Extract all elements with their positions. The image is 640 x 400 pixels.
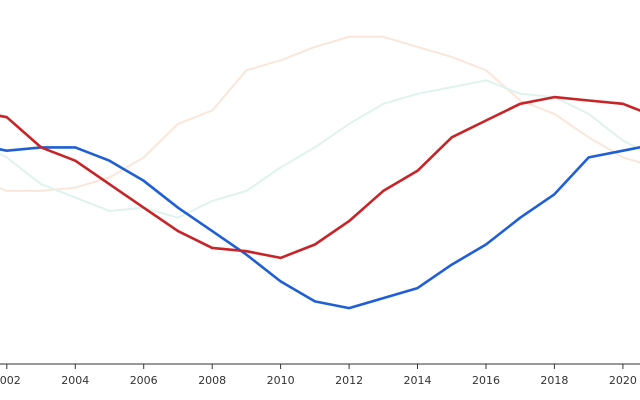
x-tick-label-2018: 2018: [540, 374, 568, 387]
series-line-4: [0, 95, 640, 260]
x-tick-label-2004: 2004: [61, 374, 89, 387]
series-line-1: [0, 35, 640, 192]
series-layer: [0, 35, 640, 310]
series-line-3: [0, 146, 640, 310]
x-tick-label-2014: 2014: [404, 374, 432, 387]
x-tick-label-2012: 2012: [335, 374, 363, 387]
series-line-2: [0, 79, 640, 219]
x-tick-label-2010: 2010: [267, 374, 295, 387]
x-tick-label-2016: 2016: [472, 374, 500, 387]
x-tick-label-2002: 2002: [0, 374, 21, 387]
x-axis-ticks: 2002 2004 2006 2008 2010 2012 2014 2016 2018 2020: [0, 364, 637, 387]
x-tick-label-2020: 2020: [609, 374, 637, 387]
x-tick-label-2008: 2008: [198, 374, 226, 387]
x-tick-label-2006: 2006: [130, 374, 158, 387]
